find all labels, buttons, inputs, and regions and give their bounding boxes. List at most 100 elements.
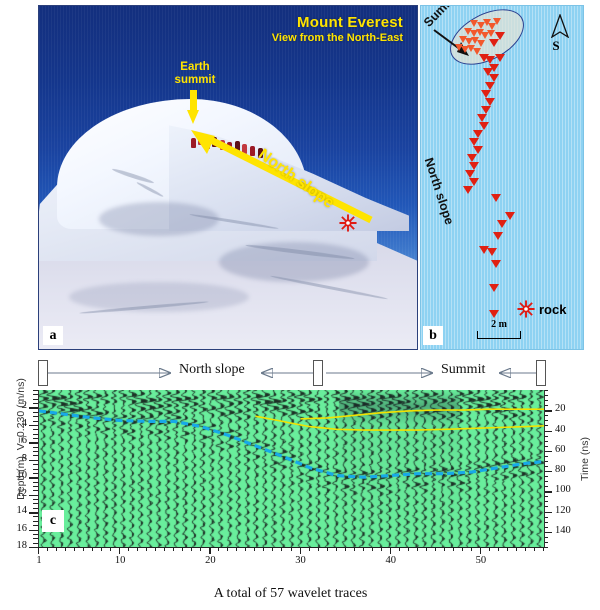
trace-minor-tick xyxy=(452,548,454,551)
depth-major-tick xyxy=(29,512,38,514)
rock-marker-icon-map xyxy=(517,300,535,318)
time-minor-tick xyxy=(543,521,548,523)
survey-station-marker xyxy=(465,38,473,45)
time-minor-tick xyxy=(543,390,548,391)
panel-b-plan-map: Summit North slope S rock 2 m xyxy=(420,5,584,350)
climber xyxy=(227,142,232,152)
time-minor-tick xyxy=(543,536,548,538)
depth-minor-tick xyxy=(33,416,38,418)
trace-major-tick xyxy=(299,548,301,554)
trace-minor-tick xyxy=(236,548,238,551)
survey-station-marker xyxy=(455,44,463,51)
trace-minor-tick xyxy=(137,548,139,551)
segment-post-left xyxy=(38,360,48,386)
survey-station-marker xyxy=(489,310,499,318)
time-tick-label: 80 xyxy=(555,464,566,476)
depth-minor-tick xyxy=(33,464,38,466)
survey-station-marker xyxy=(467,154,477,162)
trace-minor-tick xyxy=(543,548,544,551)
survey-station-marker xyxy=(488,23,496,30)
compass-needle-icon xyxy=(549,14,570,38)
survey-station-marker xyxy=(477,22,485,29)
climber xyxy=(250,146,255,156)
time-major-tick xyxy=(543,430,552,432)
time-minor-tick xyxy=(543,496,548,498)
rock-marker-icon xyxy=(339,214,357,232)
survey-station-marker xyxy=(487,30,495,37)
trace-minor-tick xyxy=(110,548,112,551)
time-major-tick xyxy=(543,511,552,513)
panel-b-letter: b xyxy=(423,326,443,345)
trace-minor-tick xyxy=(497,548,499,551)
climber xyxy=(205,139,210,149)
wiggle-trace-canvas xyxy=(39,390,544,547)
trace-minor-tick xyxy=(200,548,202,551)
depth-minor-tick xyxy=(33,437,38,439)
trace-minor-tick xyxy=(74,548,76,551)
depth-minor-tick xyxy=(33,525,38,527)
depth-axis-label: Depth(m), V=0.230 (m/ns) xyxy=(15,378,27,500)
survey-station-marker xyxy=(505,212,515,220)
survey-station-marker xyxy=(464,28,472,35)
trace-minor-tick xyxy=(173,548,175,551)
time-minor-tick xyxy=(543,440,548,442)
trace-minor-tick xyxy=(272,548,274,551)
trace-tick-label: 10 xyxy=(114,555,126,566)
trace-minor-tick xyxy=(416,548,418,551)
panel-a-letter: a xyxy=(43,326,63,345)
survey-station-marker xyxy=(469,138,479,146)
earth-summit-label: Earth summit xyxy=(147,61,243,87)
survey-station-marker xyxy=(485,56,495,64)
trace-minor-tick xyxy=(470,548,472,551)
survey-station-marker xyxy=(470,30,478,37)
depth-major-tick xyxy=(29,424,38,427)
depth-tick-label: 8 xyxy=(21,452,27,464)
compass-rose: S xyxy=(545,14,570,60)
time-major-tick xyxy=(543,450,552,453)
segment-label-summit: Summit xyxy=(438,362,489,378)
trace-number-axis: 1 10 20 30 40 50 xyxy=(36,547,544,568)
trace-minor-tick xyxy=(128,548,130,551)
depth-minor-tick xyxy=(33,533,38,535)
climber xyxy=(198,135,203,145)
snow-shadow-3 xyxy=(69,282,249,312)
panel-c-letter: c xyxy=(42,510,64,532)
segment-header: North slope Summit xyxy=(30,358,550,388)
survey-station-marker xyxy=(493,18,501,25)
panel-a-subtitle: View from the North-East xyxy=(271,32,403,44)
trace-tick-label: 50 xyxy=(475,555,487,566)
trace-minor-tick xyxy=(317,548,319,551)
trace-minor-tick xyxy=(335,548,337,551)
trace-major-tick xyxy=(479,548,482,554)
depth-minor-tick xyxy=(33,481,38,483)
depth-major-tick xyxy=(29,494,38,497)
time-minor-tick xyxy=(543,526,548,528)
survey-station-marker xyxy=(489,64,499,72)
time-minor-tick xyxy=(543,455,548,457)
time-minor-tick xyxy=(543,476,548,478)
time-major-tick xyxy=(543,471,552,473)
time-tick-label: 100 xyxy=(555,484,571,496)
trace-major-tick xyxy=(119,548,121,554)
trace-minor-tick xyxy=(155,548,157,551)
trace-minor-tick xyxy=(506,548,508,551)
scale-bar-label: 2 m xyxy=(491,319,507,330)
depth-minor-tick xyxy=(33,490,38,492)
trace-minor-tick xyxy=(353,548,355,551)
segment-arrows xyxy=(46,358,542,388)
survey-station-marker xyxy=(495,54,505,62)
depth-minor-tick xyxy=(33,542,38,544)
segment-label-north-slope: North slope xyxy=(176,362,248,378)
survey-station-marker xyxy=(483,19,491,26)
trace-major-tick xyxy=(38,548,40,554)
climber xyxy=(242,144,247,154)
trace-minor-tick xyxy=(281,548,283,551)
scale-bar-line xyxy=(477,331,521,339)
depth-tick-label: 14 xyxy=(16,505,28,517)
time-minor-tick xyxy=(543,420,548,422)
survey-station-marker xyxy=(481,32,489,39)
trace-minor-tick xyxy=(101,548,103,551)
time-minor-tick xyxy=(543,541,548,543)
segment-post-middle xyxy=(313,360,323,386)
trace-minor-tick xyxy=(461,548,463,551)
